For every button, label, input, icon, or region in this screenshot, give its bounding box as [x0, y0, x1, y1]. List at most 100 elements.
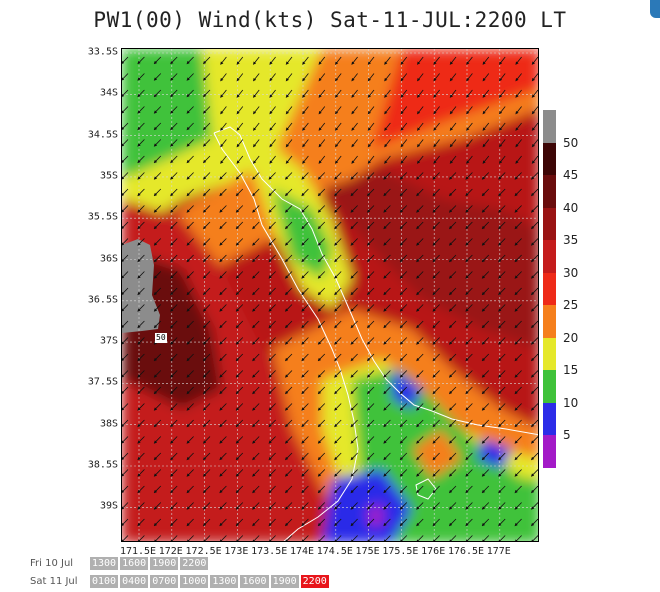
wind-arrow — [514, 502, 522, 510]
wind-arrow — [416, 287, 424, 296]
wind-arrow — [498, 469, 506, 477]
wind-arrow — [383, 337, 391, 345]
wind-arrow — [301, 320, 309, 329]
wind-arrow — [170, 370, 178, 378]
wind-arrow — [351, 122, 358, 131]
time-button[interactable]: 2200 — [300, 575, 329, 588]
wind-arrow — [219, 238, 227, 246]
wind-arrow — [122, 419, 129, 428]
wind-arrow — [531, 139, 538, 148]
time-button[interactable]: 0700 — [150, 575, 179, 588]
wind-arrow — [122, 403, 129, 411]
wind-arrow — [235, 452, 244, 461]
wind-arrow — [285, 106, 293, 115]
colorbar-label: 40 — [563, 200, 579, 215]
time-button[interactable]: 1900 — [150, 557, 179, 570]
time-button[interactable]: 1300 — [210, 575, 239, 588]
wind-arrow — [202, 106, 211, 114]
colorbar-segment — [543, 402, 556, 436]
wind-arrow — [153, 419, 162, 428]
wind-arrow — [122, 353, 129, 362]
wind-arrow — [416, 188, 424, 197]
wind-arrow — [235, 271, 244, 279]
wind-arrow — [252, 205, 260, 213]
wind-arrow — [318, 56, 326, 65]
wind-arrow — [235, 469, 244, 477]
wind-arrow — [448, 403, 457, 411]
time-button[interactable]: 2200 — [180, 557, 209, 570]
time-button[interactable]: 0400 — [120, 575, 149, 588]
wind-arrow — [153, 403, 162, 411]
wind-arrow — [416, 419, 424, 428]
time-button[interactable]: 1000 — [180, 575, 209, 588]
wind-arrow — [285, 56, 293, 65]
wind-arrow — [284, 386, 293, 395]
time-button[interactable]: 0100 — [90, 575, 119, 588]
wind-arrow — [317, 172, 326, 180]
colorbar-label: 25 — [563, 298, 579, 313]
wind-arrow — [481, 535, 490, 541]
wind-arrow — [433, 155, 440, 164]
wind-arrow — [153, 320, 162, 329]
wind-arrow — [416, 436, 424, 444]
wind-arrow — [481, 337, 490, 345]
time-button[interactable]: 1600 — [120, 557, 149, 570]
wind-arrow — [317, 287, 326, 296]
wind-arrow — [235, 238, 244, 246]
wind-arrow — [220, 56, 227, 65]
day-label: Sat 11 Jul — [30, 576, 78, 587]
wind-arrow — [268, 535, 276, 541]
wind-arrow — [448, 485, 457, 494]
wind-arrow — [202, 155, 211, 164]
wind-arrow — [399, 254, 408, 263]
time-button[interactable]: 1900 — [270, 575, 299, 588]
wind-arrow — [465, 485, 473, 494]
wind-arrow — [122, 221, 129, 230]
wind-arrow — [465, 452, 473, 461]
wind-arrow — [514, 271, 522, 279]
wind-arrow — [367, 89, 375, 98]
wind-arrow — [170, 221, 178, 230]
time-button[interactable]: 1600 — [240, 575, 269, 588]
wind-arrow — [202, 287, 211, 296]
wind-arrow — [202, 452, 211, 461]
wind-arrow — [514, 238, 522, 246]
wind-arrow — [317, 436, 326, 444]
wind-arrow — [481, 320, 490, 329]
map-title: PW1(00) Wind(kts) Sat-11-JUL:2200 LT — [93, 8, 567, 32]
wind-arrow — [202, 535, 211, 541]
wind-arrow — [399, 403, 408, 411]
wind-arrow — [465, 436, 473, 444]
wind-arrow — [383, 221, 391, 230]
wind-arrow — [399, 271, 408, 279]
time-button[interactable]: 1300 — [90, 557, 119, 570]
wind-arrow — [122, 122, 129, 131]
wind-arrow — [334, 172, 342, 180]
wind-arrow — [284, 502, 293, 510]
wind-arrow — [137, 56, 145, 65]
wind-arrow — [400, 155, 408, 164]
wind-arrow — [170, 304, 178, 312]
wind-arrow — [482, 89, 490, 98]
wind-arrow — [317, 518, 326, 527]
colorbar-label: 20 — [563, 330, 579, 345]
wind-arrow — [219, 452, 227, 461]
wind-arrow — [465, 304, 473, 312]
wind-arrow — [515, 89, 522, 98]
wind-arrow — [366, 205, 375, 213]
wind-arrow — [481, 271, 490, 279]
wind-arrow — [531, 56, 538, 65]
wind-arrow — [235, 502, 244, 510]
wind-arrow — [432, 221, 440, 230]
wind-arrow — [252, 436, 260, 444]
wind-arrow — [465, 518, 473, 527]
wind-arrow — [236, 73, 244, 82]
wind-arrow — [219, 386, 227, 395]
wind-arrow — [202, 73, 211, 81]
wind-arrow — [235, 485, 244, 494]
wind-arrow — [268, 370, 276, 378]
wind-arrow — [170, 73, 178, 81]
wind-arrow — [122, 287, 129, 296]
wind-arrow — [448, 238, 457, 246]
wind-arrow — [268, 353, 276, 362]
